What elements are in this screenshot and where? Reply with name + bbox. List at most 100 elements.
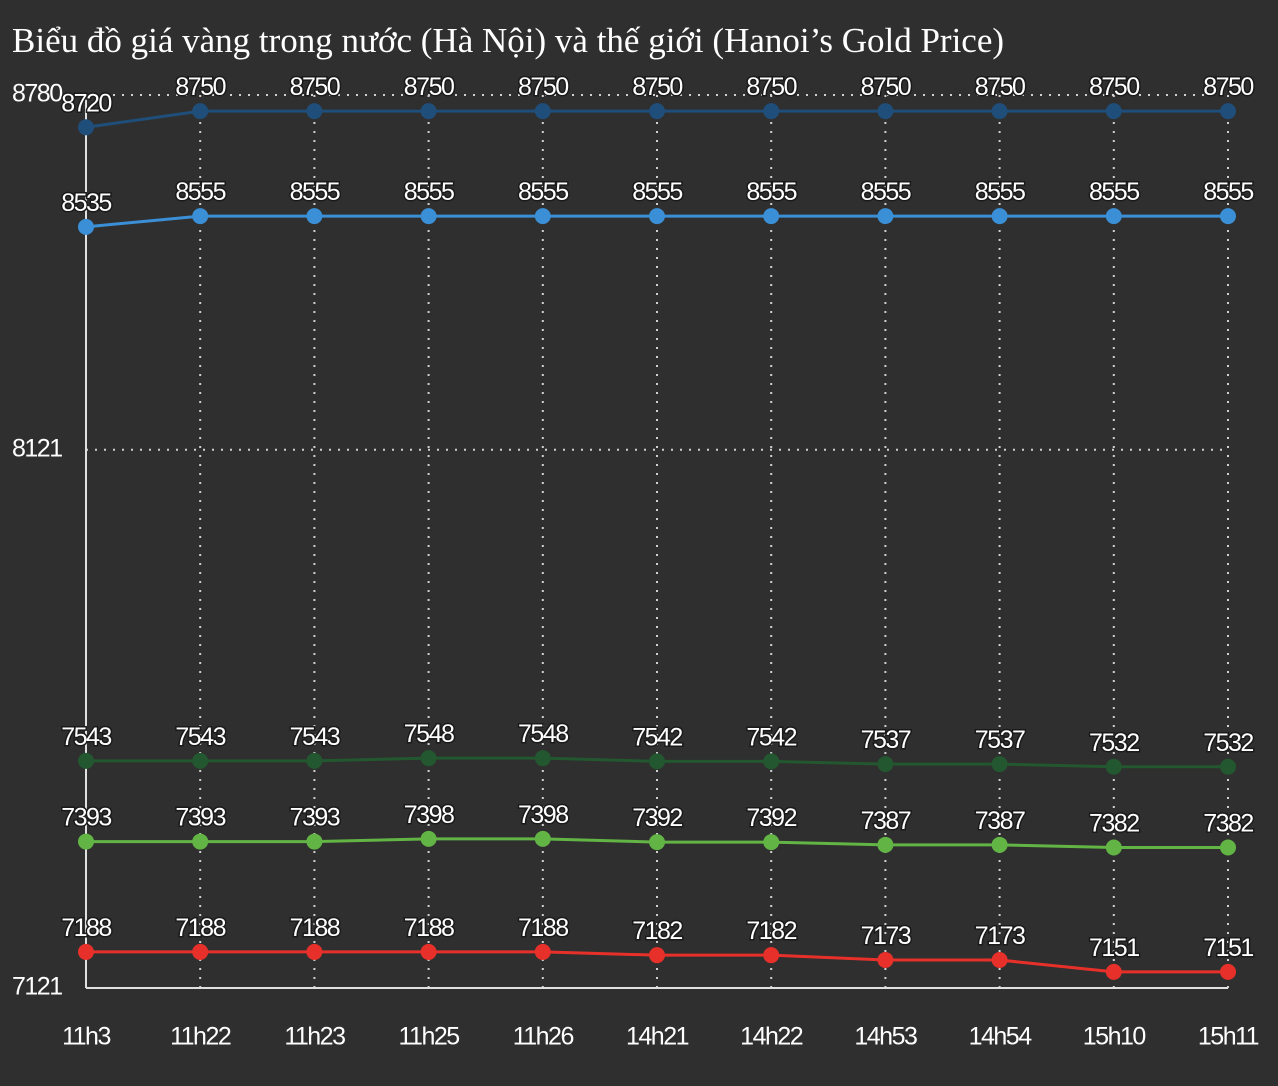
data-point <box>1105 963 1122 980</box>
data-point <box>420 830 437 847</box>
data-point <box>306 208 323 225</box>
data-point <box>1105 839 1122 856</box>
data-label: 8555 <box>290 178 340 206</box>
data-label: 7173 <box>975 922 1025 950</box>
data-point <box>649 103 665 120</box>
data-label: 7393 <box>175 804 225 832</box>
data-label: 7532 <box>1089 729 1139 757</box>
data-point <box>534 103 551 120</box>
data-point <box>877 836 894 853</box>
data-label: 7188 <box>404 914 454 942</box>
data-point <box>420 208 437 225</box>
x-tick-label: 14h22 <box>740 1023 803 1051</box>
data-label: 7151 <box>1203 934 1253 962</box>
data-label: 7393 <box>61 804 111 832</box>
data-label: 7537 <box>861 726 911 754</box>
data-point <box>877 756 894 773</box>
x-tick-label: 15h11 <box>1198 1023 1259 1051</box>
data-point <box>192 103 209 120</box>
data-label: 7548 <box>518 720 568 748</box>
data-label: 8555 <box>1203 178 1253 206</box>
data-point <box>192 833 209 850</box>
data-point <box>877 952 894 969</box>
data-label: 8555 <box>746 178 796 206</box>
data-label: 8750 <box>746 73 796 101</box>
data-point <box>1220 103 1236 120</box>
data-point <box>534 943 551 960</box>
data-point <box>763 208 780 225</box>
data-point <box>1220 208 1236 225</box>
data-label: 7542 <box>632 723 682 751</box>
y-tick-label: 8121 <box>12 434 62 462</box>
data-point <box>420 750 437 767</box>
data-label: 7537 <box>975 726 1025 754</box>
x-tick-label: 11h26 <box>513 1023 574 1051</box>
data-label: 8750 <box>404 73 454 101</box>
chart-title: Biểu đồ giá vàng trong nước (Hà Nội) và … <box>12 21 1004 60</box>
data-label: 7182 <box>746 917 796 945</box>
data-label: 8750 <box>632 73 682 101</box>
data-point <box>649 753 665 770</box>
data-point <box>534 750 551 767</box>
data-label: 8555 <box>518 178 568 206</box>
data-label: 7393 <box>290 804 340 832</box>
data-label: 8750 <box>290 73 340 101</box>
data-point <box>1220 839 1236 856</box>
data-label: 7543 <box>61 723 111 751</box>
data-label: 7542 <box>746 723 796 751</box>
data-point <box>192 943 209 960</box>
data-point <box>78 833 94 850</box>
x-tick-label: 11h22 <box>170 1023 231 1051</box>
x-tick-label: 14h53 <box>854 1023 917 1051</box>
x-tick-label: 11h23 <box>284 1023 345 1051</box>
data-point <box>1105 758 1122 775</box>
data-point <box>763 947 780 964</box>
x-tick-label: 14h21 <box>626 1023 689 1051</box>
x-tick-label: 14h54 <box>969 1023 1033 1051</box>
data-label: 7382 <box>1203 810 1253 838</box>
data-point <box>991 836 1008 853</box>
data-label: 7387 <box>861 807 911 835</box>
x-tick-label: 11h25 <box>399 1023 460 1051</box>
y-tick-label: 8780 <box>12 80 62 108</box>
data-label: 8750 <box>1203 73 1253 101</box>
data-point <box>1220 963 1236 980</box>
data-point <box>763 103 780 120</box>
data-label: 8555 <box>175 178 225 206</box>
data-label: 8750 <box>861 73 911 101</box>
data-point <box>991 952 1008 969</box>
data-label: 7392 <box>632 804 682 832</box>
x-tick-label: 11h3 <box>62 1023 110 1051</box>
data-label: 7151 <box>1089 934 1139 962</box>
data-point <box>306 943 323 960</box>
data-point <box>306 833 323 850</box>
data-point <box>1105 103 1122 120</box>
data-point <box>192 752 209 769</box>
data-label: 8720 <box>61 89 111 117</box>
data-label: 7543 <box>175 723 225 751</box>
data-point <box>649 947 665 964</box>
data-point <box>78 119 94 136</box>
data-point <box>420 103 437 120</box>
data-label: 7382 <box>1089 810 1139 838</box>
data-label: 7548 <box>404 720 454 748</box>
data-label: 7188 <box>61 914 111 942</box>
data-point <box>534 830 551 847</box>
data-point <box>649 208 665 225</box>
data-label: 8535 <box>61 189 111 217</box>
data-point <box>649 834 665 851</box>
data-point <box>192 208 209 225</box>
data-point <box>420 943 437 960</box>
data-point <box>763 834 780 851</box>
data-label: 7398 <box>518 801 568 829</box>
data-label: 8555 <box>404 178 454 206</box>
data-label: 7188 <box>518 914 568 942</box>
data-label: 8555 <box>861 178 911 206</box>
data-label: 7188 <box>290 914 340 942</box>
data-label: 7392 <box>746 804 796 832</box>
data-point <box>534 208 551 225</box>
data-point <box>763 753 780 770</box>
